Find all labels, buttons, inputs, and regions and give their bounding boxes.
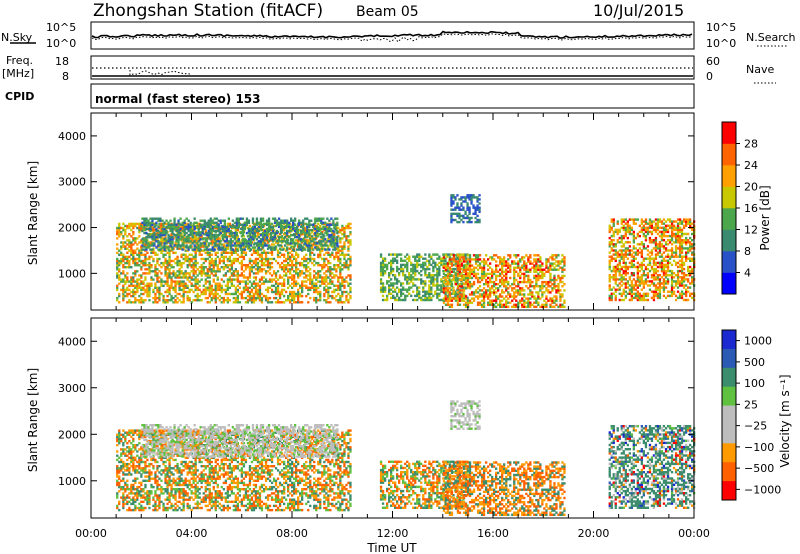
x-tick-label: 04:00 bbox=[176, 527, 208, 540]
nave-label: Nave bbox=[746, 63, 774, 76]
colorbar-tick-label: 1000 bbox=[744, 335, 772, 348]
x-tick-label: 16:00 bbox=[477, 527, 509, 540]
colorbar-tick-label: 12 bbox=[744, 224, 758, 237]
freq-panel: Freq. [MHz] 18 8 60 0 Nave bbox=[2, 54, 776, 84]
colorbar-tick-label: 100 bbox=[744, 377, 765, 390]
freq-tick-top: 18 bbox=[55, 55, 69, 68]
power-colorbar-label: Power [dB] bbox=[758, 185, 772, 250]
power-ylabel: Slant Range [km] bbox=[26, 161, 40, 265]
x-tick-label: 20:00 bbox=[578, 527, 610, 540]
colorbar-tick-label: 500 bbox=[744, 356, 765, 369]
station-title: Zhongshan Station (fitACF) bbox=[93, 1, 323, 21]
colorbar-tick-label: 25 bbox=[744, 398, 758, 411]
velocity-data-layer bbox=[116, 400, 696, 516]
colorbar-tick-label: 4 bbox=[744, 267, 751, 280]
colorbar-tick-label: −100 bbox=[744, 441, 774, 454]
velocity-colorbar-label: Velocity [m s⁻¹] bbox=[778, 374, 792, 467]
colorbar-tick-label: −500 bbox=[744, 462, 774, 475]
freq-unit-label: [MHz] bbox=[2, 67, 34, 80]
colorbar-tick-label: 16 bbox=[744, 202, 758, 215]
cpid-frame bbox=[90, 83, 695, 109]
freq-tick-bottom: 8 bbox=[62, 70, 69, 83]
velocity-panel: 1000 2000 3000 4000 Slant Range [km] Time U… bbox=[26, 317, 696, 554]
y-tick-label: 1000 bbox=[58, 267, 86, 280]
nave-tick-bottom: 0 bbox=[706, 70, 713, 83]
nsky-left-label: N.Sky bbox=[1, 31, 33, 44]
y-tick-label: 3000 bbox=[58, 382, 86, 395]
power-data-layer bbox=[116, 194, 696, 308]
y-tick-label: 1000 bbox=[58, 475, 86, 488]
nsky-panel: N.Sky 10^5 10^0 10^5 10^0 N.Search bbox=[1, 21, 796, 50]
nsky-right-tick-top: 10^5 bbox=[706, 21, 736, 34]
colorbar-tick-label: 24 bbox=[744, 159, 758, 172]
nsky-frame bbox=[90, 21, 695, 50]
power-colorbar: 4 8 12 16 20 24 28 Power [dB] bbox=[721, 121, 772, 295]
nsearch-trace bbox=[91, 33, 693, 43]
velocity-colorbar: 1000 500 100 25 −25 −100 −500 −1000 Velocity [m… bbox=[721, 329, 792, 501]
nsky-right-tick-bottom: 10^0 bbox=[706, 37, 736, 50]
date-label: 10/Jul/2015 bbox=[593, 1, 684, 20]
x-tick-label: 00:00 bbox=[678, 527, 710, 540]
power-panel: 1000 2000 3000 4000 Slant Range [km] bbox=[26, 112, 696, 311]
x-tick-label: 12:00 bbox=[377, 527, 409, 540]
beam-label: Beam 05 bbox=[356, 4, 419, 20]
nsky-left-tick-bottom: 10^0 bbox=[46, 37, 76, 50]
nsky-trace bbox=[91, 30, 693, 39]
cpid-value: normal (fast stereo) 153 bbox=[95, 92, 261, 106]
y-tick-label: 2000 bbox=[58, 222, 86, 235]
colorbar-tick-label: 20 bbox=[744, 181, 758, 194]
y-tick-label: 3000 bbox=[58, 176, 86, 189]
y-tick-label: 4000 bbox=[58, 335, 86, 348]
nave-tick-top: 60 bbox=[706, 55, 720, 68]
colorbar-tick-label: −1000 bbox=[744, 483, 781, 496]
freq-label: Freq. bbox=[6, 54, 33, 67]
x-tick-label: 08:00 bbox=[276, 527, 308, 540]
colorbar-tick-label: 8 bbox=[744, 245, 751, 258]
cpid-label: CPID bbox=[5, 90, 34, 103]
y-tick-label: 2000 bbox=[58, 428, 86, 441]
time-axis-label: Time UT bbox=[366, 541, 417, 554]
colorbar-tick-label: −25 bbox=[744, 420, 767, 433]
y-tick-label: 4000 bbox=[58, 130, 86, 143]
nsky-left-tick-top: 10^5 bbox=[46, 21, 76, 34]
x-tick-label: 00:00 bbox=[75, 527, 107, 540]
freq-wiggle-trace bbox=[129, 70, 191, 76]
colorbar-tick-label: 28 bbox=[744, 138, 758, 151]
velocity-ylabel: Slant Range [km] bbox=[26, 368, 40, 472]
freq-frame bbox=[90, 55, 695, 80]
nsky-right-label: N.Search bbox=[746, 31, 796, 44]
